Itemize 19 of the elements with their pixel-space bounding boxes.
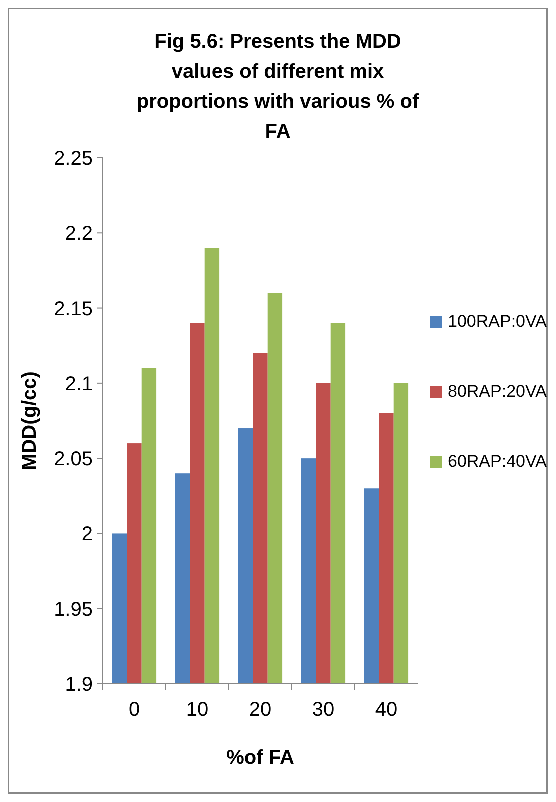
legend-label: 100RAP:0VA: [448, 312, 548, 331]
y-tick-label: 1.9: [65, 674, 93, 696]
x-axis-title: %of FA: [226, 747, 294, 769]
y-tick-label: 1.95: [54, 598, 93, 621]
y-tick-label: 2.15: [54, 298, 93, 320]
x-tick-label: 20: [249, 699, 272, 721]
y-tick-label: 2: [82, 524, 93, 546]
y-tick-label: 2.2: [65, 223, 93, 246]
y-tick-label: 2.25: [54, 148, 93, 170]
x-tick-label: 10: [186, 699, 209, 721]
chart-title: Fig 5.6: Presents the MDD values of different mix proportions with various % of FA: [136, 31, 420, 143]
x-tick-label: 0: [128, 699, 140, 721]
legend-label: 60RAP:40VA: [448, 452, 548, 471]
legend-label: 80RAP:20VA: [448, 382, 548, 401]
x-tick-label: 30: [312, 699, 335, 721]
y-axis-title: MDD(g/cc): [19, 372, 41, 470]
x-tick-label: 40: [375, 699, 398, 721]
y-tick-label: 2.1: [65, 373, 93, 396]
y-tick-label: 2.05: [54, 448, 93, 471]
